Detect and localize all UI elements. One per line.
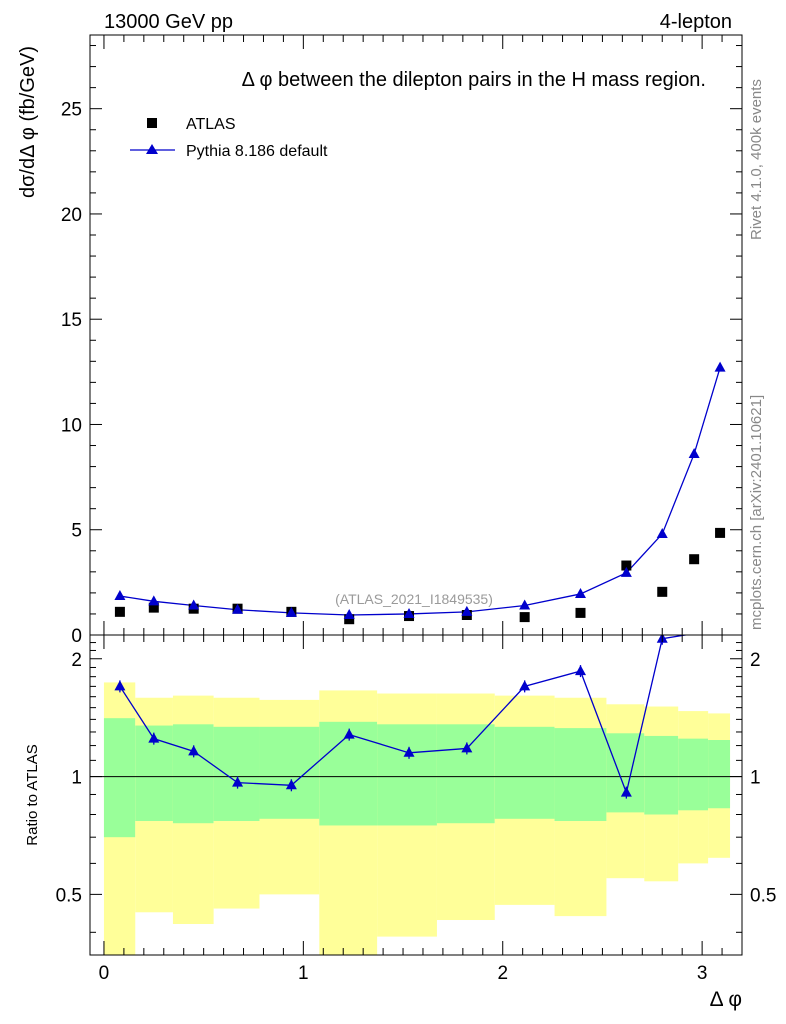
ratio-point: [620, 786, 632, 797]
ratio-ytick-label-right: 1: [750, 768, 761, 789]
ratio-ytick-label-right: 2: [750, 650, 761, 671]
ratio-point: [285, 779, 297, 790]
legend-atlas-marker: [147, 118, 157, 128]
ratio-point: [148, 732, 160, 743]
ratio-point: [403, 746, 415, 757]
ratio-inner-band: [172, 724, 214, 824]
watermark: (ATLAS_2021_I1849535): [335, 591, 493, 607]
ratio-xtick-label: 3: [697, 963, 708, 984]
atlas-point: [657, 586, 668, 597]
pythia-point: [232, 603, 244, 614]
ratio-panel: 0.5 0.5 1 1 2 2 0 1 2 3 Ratio to ATLAS Δ φ: [24, 634, 776, 1011]
pythia-point: [188, 599, 200, 610]
ratio-point: [519, 680, 531, 691]
pythia-point: [620, 566, 632, 577]
ratio-inner-band: [644, 735, 679, 815]
ratio-inner-band: [377, 724, 437, 826]
rivet-label: Rivet 4.1.0, 400k events: [748, 79, 765, 240]
ratio-inner-band: [319, 721, 378, 826]
atlas-point: [344, 614, 355, 625]
ratio-point: [232, 776, 244, 787]
atlas-point: [621, 560, 632, 571]
legend: ATLAS Pythia 8.186 default: [130, 116, 328, 160]
pythia-point: [114, 590, 126, 601]
ratio-inner-band: [436, 724, 495, 824]
main-ytick-label: 5: [71, 521, 82, 542]
ratio-xtick-label: 1: [298, 963, 309, 984]
ratio-inner-band: [554, 728, 607, 821]
legend-atlas-label: ATLAS: [186, 116, 236, 133]
ratio-inner-band: [103, 718, 136, 838]
atlas-point: [519, 612, 530, 623]
legend-pythia-label: Pythia 8.186 default: [186, 143, 328, 160]
main-ytick-label: 25: [61, 100, 82, 121]
ratio-xlabel: Δ φ: [710, 988, 742, 1011]
source-label: mcplots.cern.ch [arXiv:2401.10621]: [748, 395, 765, 630]
energy-label: 13000 GeV pp: [104, 11, 233, 33]
atlas-point: [575, 607, 586, 618]
pythia-point: [656, 527, 668, 538]
pythia-point: [461, 605, 473, 616]
ratio-xtick-label: 0: [99, 963, 110, 984]
ratio-point: [188, 745, 200, 756]
pythia-point: [403, 607, 415, 618]
main-ytick-label: 0: [71, 626, 82, 647]
main-ytick-label: 15: [61, 310, 82, 331]
ratio-inner-band: [678, 738, 709, 811]
main-panel: 0 5 10 15 20 25 dσ/dΔ φ (fb/GeV) Δ φ between …: [17, 34, 743, 647]
ratio-point: [461, 742, 473, 753]
ratio-series-group: [114, 635, 690, 799]
ratio-frame: [89, 634, 743, 956]
atlas-point: [689, 554, 700, 565]
ratio-point: [343, 728, 355, 739]
pythia-point: [285, 606, 297, 617]
ratio-inner-band: [606, 733, 645, 813]
ratio-inner-band: [259, 726, 320, 819]
ratio-ytick-label-left: 0.5: [56, 885, 82, 906]
legend-pythia-marker: [146, 144, 158, 154]
pythia-point: [714, 361, 726, 372]
ratio-ytick-label-left: 1: [71, 768, 82, 789]
ratio-ylabel: Ratio to ATLAS: [24, 744, 41, 845]
ratio-xtick-label: 2: [497, 963, 508, 984]
atlas-point: [148, 602, 159, 613]
atlas-point: [715, 527, 726, 538]
pythia-point: [148, 595, 160, 606]
ratio-inner-band: [213, 726, 260, 821]
process-label: 4-lepton: [660, 11, 732, 33]
atlas-point: [114, 606, 125, 617]
main-ylabel: dσ/dΔ φ (fb/GeV): [17, 46, 39, 198]
pythia-point: [688, 447, 700, 458]
pythia-point: [574, 587, 586, 598]
ratio-inner-band: [708, 740, 731, 809]
pythia-point: [343, 609, 355, 619]
ratio-point: [114, 680, 126, 691]
main-ytick-label: 10: [61, 415, 82, 436]
pythia-point: [519, 599, 531, 610]
main-title: Δ φ between the dilepton pairs in the H …: [242, 69, 706, 91]
pythia-series-line: [119, 367, 721, 616]
ratio-inner-band: [494, 726, 555, 819]
ratio-series-line: [119, 635, 690, 795]
ratio-point: [574, 665, 586, 676]
main-ytick-label: 20: [61, 205, 82, 226]
ratio-ytick-label-right: 0.5: [750, 885, 776, 906]
ratio-ytick-label-left: 2: [71, 650, 82, 671]
